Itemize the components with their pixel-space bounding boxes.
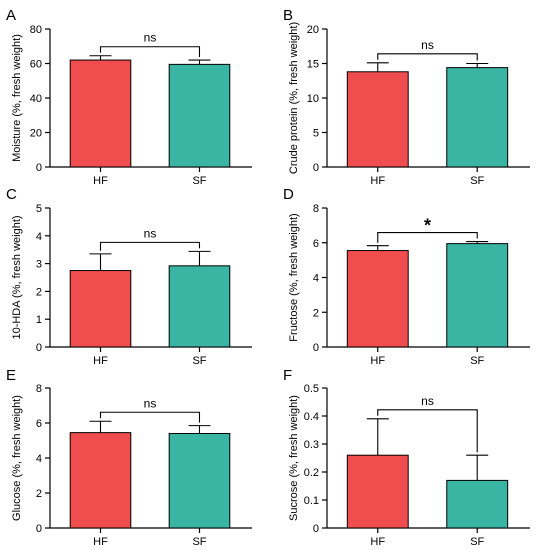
panel-label-f: F [283, 367, 292, 384]
y-tick-label: 5 [36, 203, 42, 215]
y-tick-label: 10 [307, 93, 319, 105]
bar-sf [168, 433, 231, 529]
y-tick-label: 5 [313, 128, 319, 140]
significance-bracket [99, 46, 201, 58]
y-tick-label: 4 [36, 453, 42, 465]
category-label-hf: HF [370, 175, 385, 187]
category-label-sf: SF [470, 536, 484, 545]
bar-hf [69, 432, 132, 529]
y-tick-label: 2 [36, 286, 42, 298]
significance-bracket [377, 231, 478, 243]
y-axis-title: Glucose (%, fresh weight) [11, 395, 23, 521]
panel-label-e: E [6, 367, 16, 384]
category-label-sf: SF [192, 355, 206, 367]
significance-label: ns [144, 396, 157, 410]
category-label-hf: HF [93, 355, 108, 367]
category-label-hf: HF [370, 536, 385, 545]
y-tick-label: 0 [36, 162, 42, 174]
y-tick-label: 1 [36, 314, 42, 326]
y-tick-label: 8 [36, 383, 42, 395]
significance-label: ns [144, 31, 157, 45]
category-label-hf: HF [370, 355, 385, 367]
panel-e: E 0 2 4 6 8 Glucose (%, fresh weight) HF SF ns [6, 367, 252, 548]
category-label-hf: HF [93, 536, 108, 545]
y-axis-title: 10-HDA (%, fresh weight) [11, 215, 23, 339]
significance-label: ns [421, 394, 434, 408]
bar-hf [346, 454, 409, 529]
panel-f: F 0 0.1 0.2 0.3 0.4 0.5 Sucrose (%, fresh weigh… [283, 367, 530, 548]
y-tick-label: 0 [313, 342, 319, 354]
y-tick-label: 0.3 [304, 439, 319, 451]
bar-hf [346, 71, 409, 168]
category-label-sf: SF [192, 175, 206, 187]
category-label-sf: SF [470, 355, 484, 367]
panel-label-b: B [283, 7, 293, 24]
significance-label: * [424, 216, 431, 236]
bar-sf [446, 479, 509, 529]
y-tick-label: 6 [313, 238, 319, 250]
bar-sf [168, 265, 231, 348]
y-tick-label: 4 [313, 273, 319, 285]
y-tick-label: 0.5 [304, 383, 319, 395]
significance-label: ns [421, 38, 434, 52]
y-axis-title: Sucrose (%, fresh weight) [288, 395, 300, 521]
panel-c: C 0 1 2 3 4 5 10-HDA (%, fresh weight) HF SF ns [6, 186, 252, 367]
category-label-hf: HF [93, 175, 108, 187]
y-tick-label: 2 [313, 307, 319, 319]
category-label-sf: SF [192, 536, 206, 545]
significance-bracket [99, 411, 201, 423]
panel-a: A 0 20 40 60 80 Moisture (%, fresh weight) HF SF… [6, 7, 252, 187]
y-tick-label: 0 [313, 523, 319, 535]
bar-hf [346, 250, 409, 348]
panel-label-c: C [6, 186, 17, 203]
panel-label-d: D [283, 186, 294, 203]
y-tick-label: 15 [307, 59, 319, 71]
y-tick-label: 20 [30, 128, 42, 140]
y-axis-title: Moisture (%, fresh weight) [11, 34, 23, 162]
bar-hf [69, 59, 132, 168]
y-tick-label: 80 [30, 24, 42, 36]
significance-label: ns [144, 226, 157, 240]
y-tick-label: 4 [36, 231, 42, 243]
bar-hf [69, 270, 132, 348]
y-tick-label: 60 [30, 59, 42, 71]
significance-bracket [377, 409, 478, 453]
panel-b: B 0 5 10 15 20 Crude protein (%, fresh weight)… [283, 7, 530, 187]
y-tick-label: 2 [36, 488, 42, 500]
y-tick-label: 0.4 [304, 411, 319, 423]
y-tick-label: 0.2 [304, 467, 319, 479]
y-tick-label: 0 [36, 523, 42, 535]
y-tick-label: 3 [36, 259, 42, 271]
y-axis-title: Fructose (%, fresh weight) [288, 213, 300, 341]
y-tick-label: 20 [307, 24, 319, 36]
y-tick-label: 40 [30, 93, 42, 105]
significance-bracket [377, 53, 478, 61]
y-tick-label: 0 [36, 342, 42, 354]
bar-sf [446, 243, 509, 348]
y-tick-label: 0.1 [304, 495, 319, 507]
category-label-sf: SF [470, 175, 484, 187]
bar-sf [168, 63, 231, 168]
panel-d: D 0 2 4 6 8 Fructose (%, fresh weight) HF SF * [283, 186, 530, 367]
panel-label-a: A [6, 7, 16, 24]
y-tick-label: 8 [313, 203, 319, 215]
y-tick-label: 6 [36, 418, 42, 430]
y-axis-title: Crude protein (%, fresh weight) [288, 22, 300, 174]
bar-sf [446, 67, 509, 168]
y-tick-label: 0 [313, 162, 319, 174]
significance-bracket [99, 241, 201, 251]
